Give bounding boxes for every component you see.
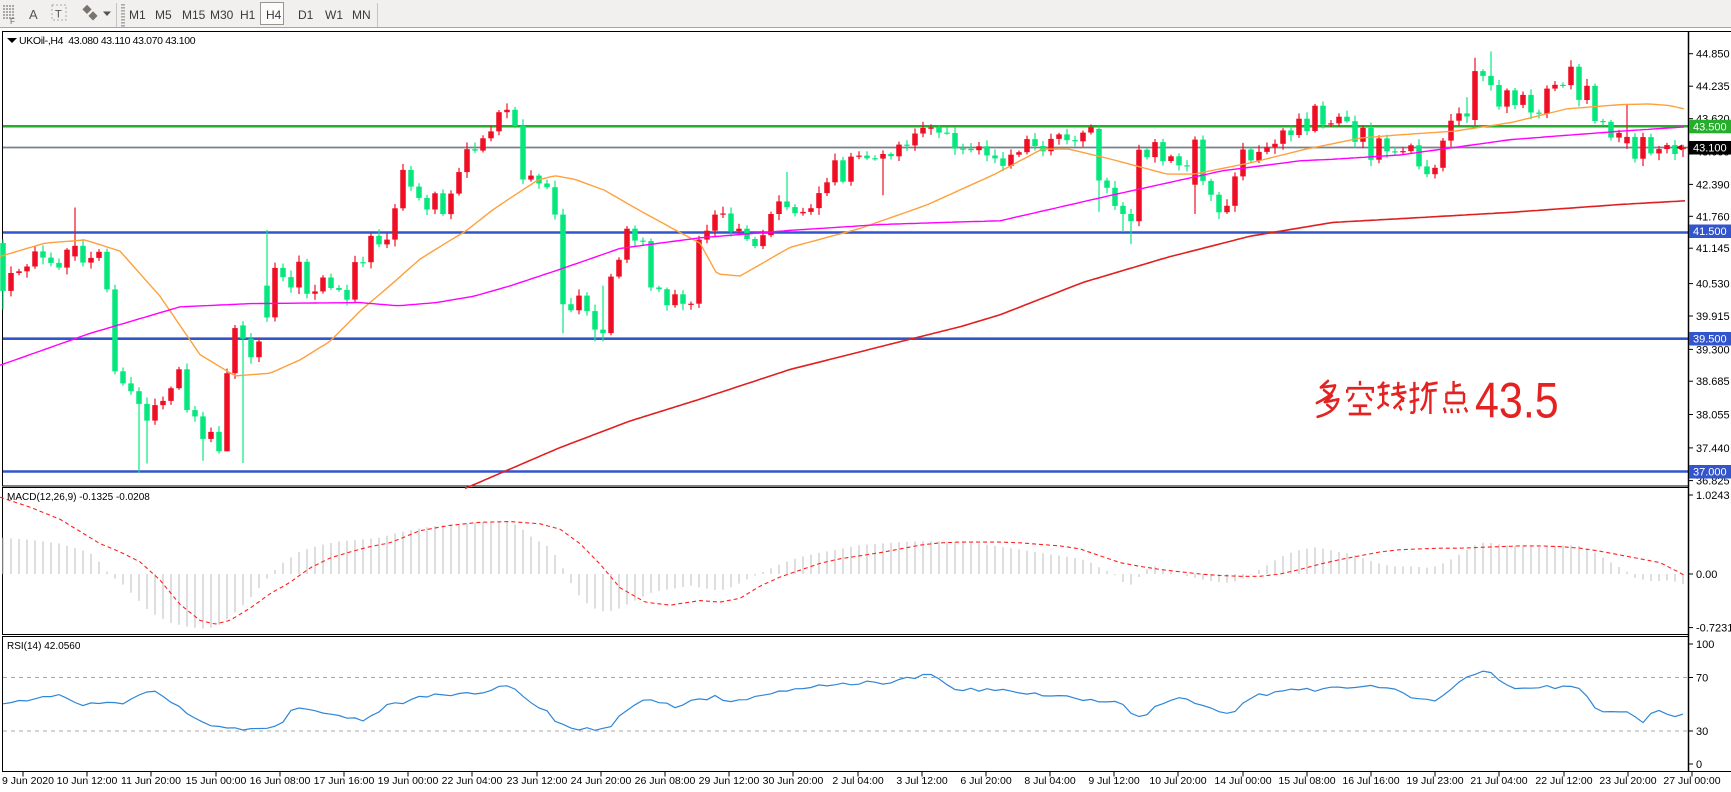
svg-text:19 Jul 23:00: 19 Jul 23:00 xyxy=(1406,775,1463,787)
svg-text:42.390: 42.390 xyxy=(1696,179,1730,191)
svg-text:41.145: 41.145 xyxy=(1696,243,1730,255)
svg-text:41.500: 41.500 xyxy=(1693,226,1727,238)
svg-text:44.850: 44.850 xyxy=(1696,49,1730,61)
svg-text:1.0243: 1.0243 xyxy=(1696,490,1730,502)
svg-text:F: F xyxy=(10,17,15,26)
svg-text:MACD(12,26,9) -0.1325 -0.0208: MACD(12,26,9) -0.1325 -0.0208 xyxy=(7,492,150,503)
svg-text:A: A xyxy=(29,7,38,22)
svg-text:10 Jun 12:00: 10 Jun 12:00 xyxy=(57,775,118,787)
svg-text:70: 70 xyxy=(1696,673,1708,685)
svg-text:19 Jun 00:00: 19 Jun 00:00 xyxy=(378,775,439,787)
svg-text:6 Jul 20:00: 6 Jul 20:00 xyxy=(960,775,1012,787)
svg-text:30: 30 xyxy=(1696,726,1708,738)
svg-text:30 Jun 20:00: 30 Jun 20:00 xyxy=(763,775,824,787)
svg-text:3 Jul 12:00: 3 Jul 12:00 xyxy=(896,775,948,787)
svg-text:43.5: 43.5 xyxy=(1475,378,1559,424)
svg-text:39.300: 39.300 xyxy=(1696,344,1730,356)
svg-text:17 Jun 16:00: 17 Jun 16:00 xyxy=(314,775,375,787)
svg-text:-0.7231: -0.7231 xyxy=(1696,623,1731,635)
svg-text:2 Jul 04:00: 2 Jul 04:00 xyxy=(832,775,884,787)
svg-text:9 Jul 12:00: 9 Jul 12:00 xyxy=(1088,775,1140,787)
svg-text:22 Jun 04:00: 22 Jun 04:00 xyxy=(442,775,503,787)
svg-text:21 Jul 04:00: 21 Jul 04:00 xyxy=(1470,775,1527,787)
svg-text:8 Jul 04:00: 8 Jul 04:00 xyxy=(1024,775,1076,787)
svg-text:11 Jun 20:00: 11 Jun 20:00 xyxy=(121,775,181,787)
svg-text:26 Jun 08:00: 26 Jun 08:00 xyxy=(635,775,696,787)
svg-text:36.825: 36.825 xyxy=(1696,476,1730,488)
svg-text:23 Jul 20:00: 23 Jul 20:00 xyxy=(1599,775,1656,787)
svg-text:15 Jun 00:00: 15 Jun 00:00 xyxy=(186,775,247,787)
svg-text:RSI(14) 42.0560: RSI(14) 42.0560 xyxy=(7,641,81,652)
svg-text:UKOil-,H4 43.080 43.110 43.07: UKOil-,H4 43.080 43.110 43.070 43.100 xyxy=(19,35,196,47)
svg-text:9 Jun 2020: 9 Jun 2020 xyxy=(2,775,54,787)
svg-text:24 Jun 20:00: 24 Jun 20:00 xyxy=(571,775,632,787)
svg-text:43.500: 43.500 xyxy=(1693,121,1727,133)
svg-text:16 Jun 08:00: 16 Jun 08:00 xyxy=(250,775,311,787)
svg-text:27 Jul 00:00: 27 Jul 00:00 xyxy=(1663,775,1720,787)
svg-text:0.00: 0.00 xyxy=(1696,569,1717,581)
svg-text:15 Jul 08:00: 15 Jul 08:00 xyxy=(1278,775,1335,787)
svg-text:39.500: 39.500 xyxy=(1693,334,1727,346)
svg-text:29 Jun 12:00: 29 Jun 12:00 xyxy=(699,775,760,787)
svg-text:23 Jun 12:00: 23 Jun 12:00 xyxy=(507,775,568,787)
svg-text:14 Jul 00:00: 14 Jul 00:00 xyxy=(1214,775,1271,787)
svg-text:100: 100 xyxy=(1696,639,1714,651)
svg-text:41.760: 41.760 xyxy=(1696,211,1730,223)
svg-text:40.530: 40.530 xyxy=(1696,279,1730,291)
svg-text:44.235: 44.235 xyxy=(1696,81,1730,93)
svg-text:0: 0 xyxy=(1696,759,1702,771)
svg-text:16 Jul 16:00: 16 Jul 16:00 xyxy=(1342,775,1399,787)
svg-text:43.100: 43.100 xyxy=(1693,143,1727,155)
svg-text:10 Jul 20:00: 10 Jul 20:00 xyxy=(1149,775,1206,787)
svg-text:39.915: 39.915 xyxy=(1696,311,1730,323)
svg-text:37.440: 37.440 xyxy=(1696,443,1730,455)
svg-text:T: T xyxy=(55,9,62,21)
svg-text:38.685: 38.685 xyxy=(1696,376,1730,388)
svg-text:37.000: 37.000 xyxy=(1693,467,1727,479)
svg-text:22 Jul 12:00: 22 Jul 12:00 xyxy=(1535,775,1592,787)
svg-text:38.055: 38.055 xyxy=(1696,410,1730,422)
